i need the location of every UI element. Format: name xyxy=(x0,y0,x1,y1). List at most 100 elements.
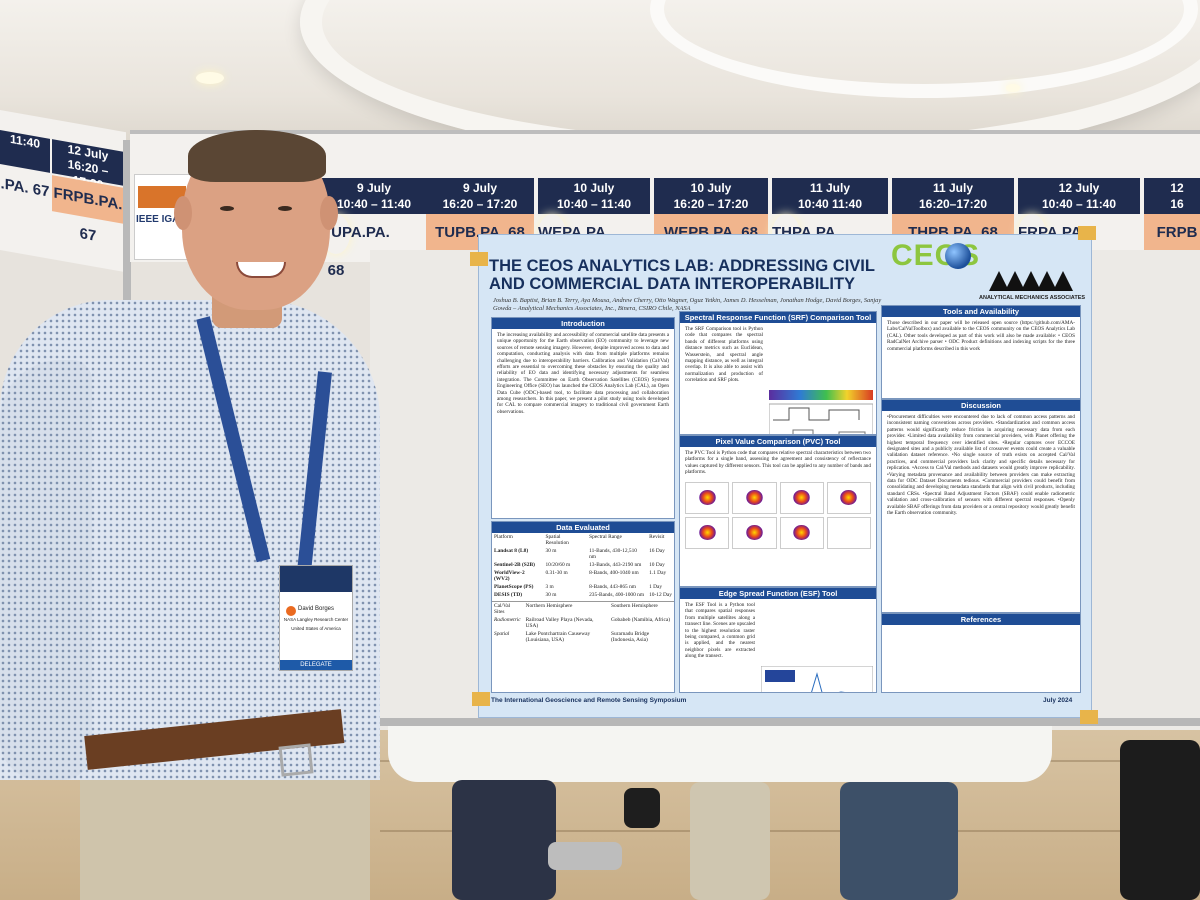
slot-header: 11 July 10:40 11:40 xyxy=(772,178,888,214)
poster-date: July 2024 xyxy=(1043,697,1073,704)
slot-header: 10 July 10:40 – 11:40 xyxy=(538,178,650,214)
schedule-slot: 9 July 10:40 – 11:40 TUPA.PA. 68 xyxy=(322,178,426,279)
table-cell: Lake Pontchartrain Causeway (Louisiana, … xyxy=(525,631,591,643)
table-cell: 10 Day xyxy=(649,562,665,568)
bystander-shoe xyxy=(624,788,660,828)
slot-date: 12 July xyxy=(1058,181,1100,195)
badge-country: United States of America xyxy=(291,626,341,631)
table-cell: 235-Bands, 400-1000 nm xyxy=(589,592,645,598)
table-cell: 8-Bands, 443-865 nm xyxy=(589,584,636,590)
bystander-legs xyxy=(690,782,770,900)
poster-tape xyxy=(1080,710,1098,724)
slot-date: 9 July xyxy=(356,181,392,195)
slot-header: 12 July 10:40 – 11:40 xyxy=(1018,178,1140,214)
tools-body: Those described in our paper will be rel… xyxy=(887,320,1075,352)
pvc-density-plot xyxy=(732,481,777,514)
table-row: DESIS (TD) 30 m 235-Bands, 400-1000 nm 10-1… xyxy=(492,591,674,599)
left-slot1-code: .PA. 67 xyxy=(0,166,50,211)
srf-colorbar xyxy=(769,389,873,400)
srf-plot xyxy=(769,389,873,434)
table-cell: Sentinel-2B (S2B) xyxy=(494,562,535,568)
table-cell: 10/20/60 m xyxy=(545,562,571,568)
density-blob xyxy=(745,490,763,506)
poster-tape xyxy=(472,692,490,706)
ceiling-light xyxy=(1006,84,1020,92)
srf-body: The SRF Comparison tool is Python code t… xyxy=(685,326,763,384)
man-trousers xyxy=(80,760,370,900)
man-ear xyxy=(320,196,338,230)
hanging-paper xyxy=(388,726,1052,782)
table-row: Radiometric Railroad Valley Playa (Nevada… xyxy=(492,616,674,630)
esf-curve xyxy=(810,671,848,692)
discussion-section: Discussion •Procurement difficulties wer… xyxy=(881,399,1081,613)
table-header-row: Platform Spatial Resolution Spectral Ran… xyxy=(492,533,674,547)
table-cell: Landsat 8 (L8) xyxy=(494,548,529,554)
table-cell: PlanetScope (PS) xyxy=(494,584,534,590)
slot-time: 10:40 – 11:40 xyxy=(336,197,412,211)
discussion-heading: Discussion xyxy=(882,400,1080,411)
pvc-density-plot xyxy=(732,516,777,549)
poster-tape xyxy=(470,252,488,266)
ama-logo-icon xyxy=(989,271,1073,291)
table-header: Spatial Resolution xyxy=(545,534,569,546)
table-header: Spectral Range xyxy=(589,534,622,540)
references-section: References xyxy=(881,613,1081,693)
table-cell: DESIS (TD) xyxy=(494,592,523,598)
table-cell: 11-Bands, 430-12,510 nm xyxy=(589,548,637,560)
slot-header: 9 July 10:40 – 11:40 xyxy=(322,178,426,214)
slot-time: 10:40 11:40 xyxy=(797,197,863,211)
poster-authors: Joshua B. Baptist, Brian B. Terry, Aya M… xyxy=(493,297,882,312)
igarss-logo-text: IEEE IGARSS xyxy=(136,214,200,225)
esf-plots xyxy=(761,665,873,692)
pvc-density-plot xyxy=(685,516,730,549)
man-ear xyxy=(174,196,192,230)
slot-header: 12 16 xyxy=(1144,178,1200,214)
data-section: Data Evaluated Platform Spatial Resoluti… xyxy=(491,521,675,693)
table-cell: 0.31-30 m xyxy=(545,570,568,576)
man-eye xyxy=(278,206,292,211)
badge-org: NASA Langley Research Center xyxy=(283,617,349,622)
pvc-density-plot xyxy=(779,516,824,549)
srf-curve xyxy=(773,407,860,421)
slot-header: 9 July 16:20 – 17:20 xyxy=(426,178,534,214)
table-cell: WorldView-2 (WV2) xyxy=(494,570,525,582)
sites-table: Cal/Val Sites Northern Hemisphere Southe… xyxy=(492,601,674,644)
bystander-shoe xyxy=(548,842,622,870)
sites-header-row: Cal/Val Sites Northern Hemisphere Southe… xyxy=(492,602,674,617)
table-cell: 8-Bands, 400-1040 nm xyxy=(589,570,639,576)
poster-tape xyxy=(1078,226,1096,240)
slot-date: 11 July xyxy=(809,181,851,195)
pvc-body: The PVC Tool is Python code that compare… xyxy=(685,450,871,476)
references-heading: References xyxy=(882,614,1080,625)
tools-section: Tools and Availability Those described i… xyxy=(881,305,1081,399)
slot-code: FRPB xyxy=(1144,214,1200,254)
slot-date: 11 July xyxy=(932,181,974,195)
board-rail xyxy=(350,718,1200,726)
bystander-legs xyxy=(452,780,556,900)
belt-buckle xyxy=(278,743,314,777)
srf-plot-area xyxy=(769,403,873,434)
density-blob xyxy=(793,525,811,541)
slot-time: 16:20–17:20 xyxy=(918,197,988,211)
pvc-density-plot xyxy=(779,481,824,514)
table-cell: Railroad Valley Playa (Nevada, USA) xyxy=(525,617,594,629)
intro-section: Introduction The increasing availability… xyxy=(491,317,675,519)
table-cell: 13-Bands, 443-2190 nm xyxy=(589,562,642,568)
badge-name: David Borges xyxy=(297,606,335,612)
man-hair xyxy=(188,130,326,182)
globe-icon xyxy=(945,243,971,269)
intro-heading: Introduction xyxy=(492,318,674,329)
slot-date: 10 July xyxy=(690,181,732,195)
floor-tile-line xyxy=(380,830,1200,832)
table-header: Revisit xyxy=(649,534,665,540)
table-row: PlanetScope (PS) 3 m 8-Bands, 443-865 nm 1 … xyxy=(492,583,674,591)
left-schedule-banner: 11:40 .PA. 67 12 July 16:20 – 17:20 FRPB… xyxy=(0,110,126,273)
pvc-plot-grid xyxy=(680,479,876,552)
poster-footer: The International Geoscience and Remote … xyxy=(491,697,687,704)
poster-title: THE CEOS ANALYTICS LAB: ADDRESSING CIVIL… xyxy=(489,257,875,293)
table-row: Spatial Lake Pontchartrain Causeway (Loui… xyxy=(492,630,674,644)
slot-header: 10 July 16:20 – 17:20 xyxy=(654,178,768,214)
man-eye xyxy=(220,206,234,211)
name-badge: David Borges NASA Langley Research Cente… xyxy=(279,565,353,671)
table-cell: Surarnadu Bridge (Indonesia, Asia) xyxy=(610,631,650,643)
